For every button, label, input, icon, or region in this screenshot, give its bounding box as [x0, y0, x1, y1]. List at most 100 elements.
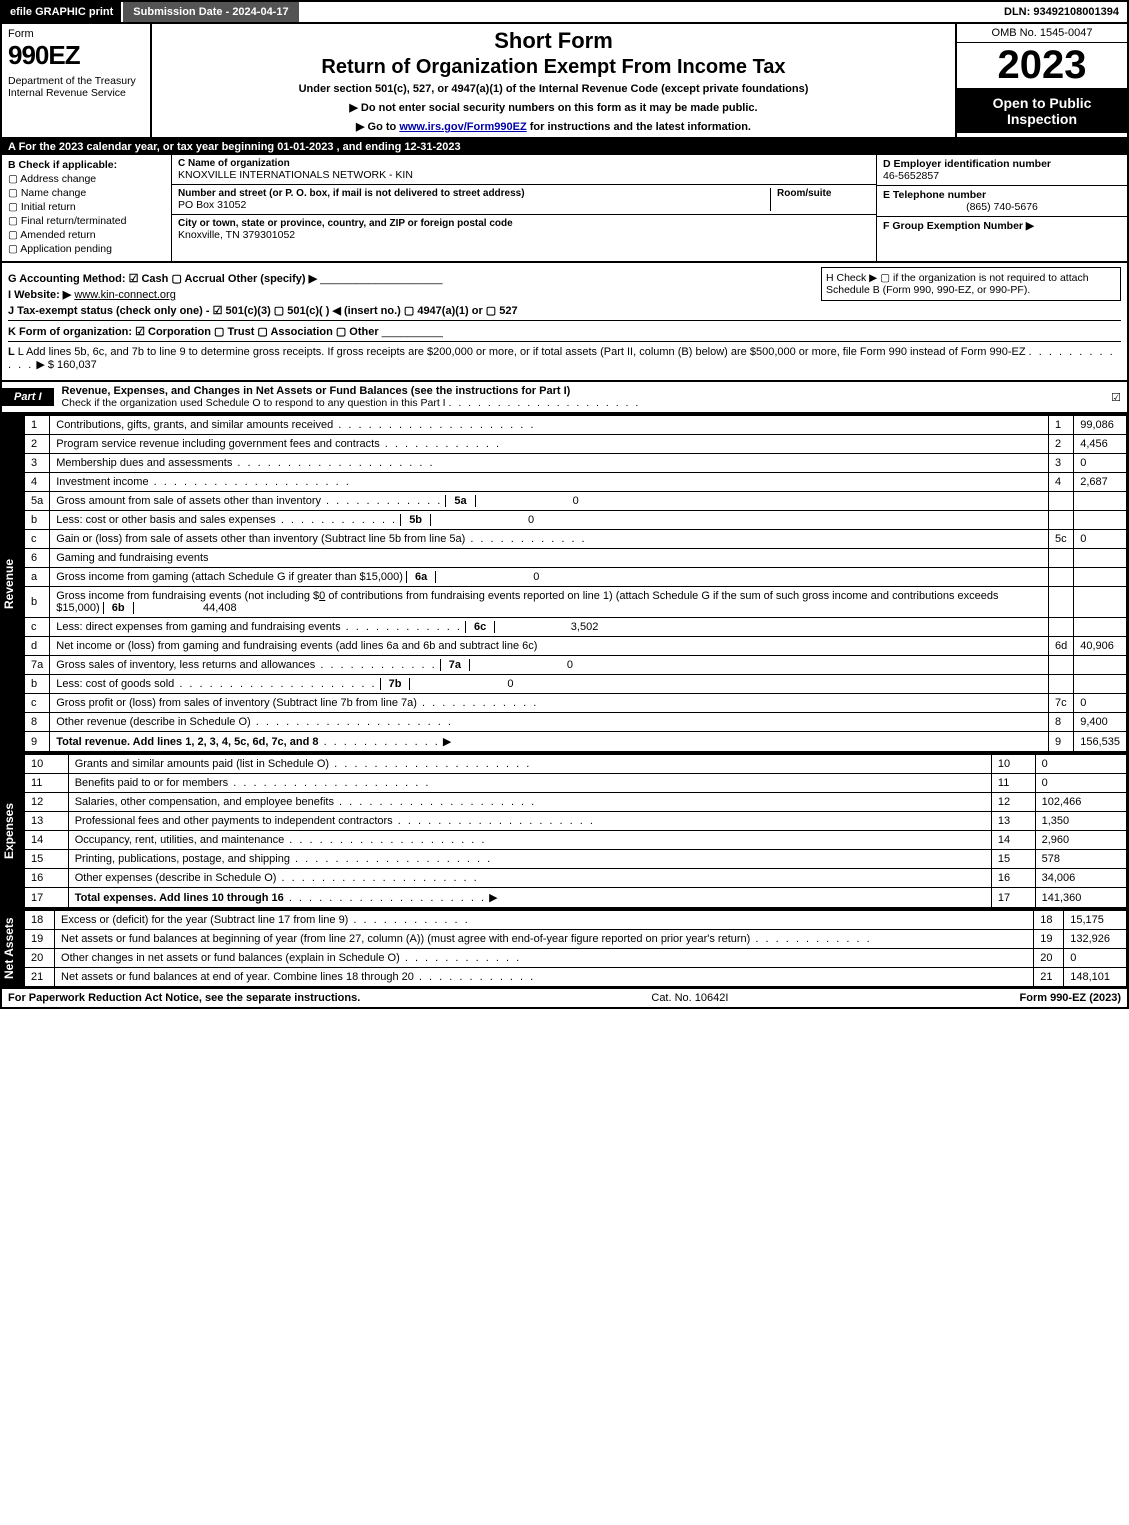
top-bar: efile GRAPHIC print Submission Date - 20… — [0, 0, 1129, 24]
street-label: Number and street (or P. O. box, if mail… — [178, 188, 770, 199]
expenses-table: 10Grants and similar amounts paid (list … — [24, 754, 1127, 908]
table-row: aGross income from gaming (attach Schedu… — [25, 568, 1127, 587]
efile-print-label[interactable]: efile GRAPHIC print — [2, 2, 121, 22]
gross-receipts-amount: ▶ $ 160,037 — [36, 359, 96, 371]
amt-15: 578 — [1035, 850, 1126, 869]
amt-5c: 0 — [1074, 530, 1127, 549]
amt-13: 1,350 — [1035, 812, 1126, 831]
short-form-title: Short Form — [160, 28, 947, 54]
table-row: 6Gaming and fundraising events — [25, 549, 1127, 568]
section-k: K Form of organization: ☑ Corporation ▢ … — [8, 320, 1121, 338]
chk-name-change[interactable]: Name change — [8, 187, 165, 199]
amt-2: 4,456 — [1074, 435, 1127, 454]
revenue-section: Revenue 1Contributions, gifts, grants, a… — [0, 414, 1129, 752]
revenue-table: 1Contributions, gifts, grants, and simil… — [24, 415, 1127, 752]
cat-no: Cat. No. 10642I — [651, 992, 728, 1004]
section-l: L L Add lines 5b, 6c, and 7b to line 9 t… — [8, 341, 1121, 371]
street-value: PO Box 31052 — [178, 199, 770, 211]
amt-3: 0 — [1074, 454, 1127, 473]
amt-9-total-revenue: 156,535 — [1074, 732, 1127, 752]
table-row: 15Printing, publications, postage, and s… — [25, 850, 1127, 869]
goto-post: for instructions and the latest informat… — [527, 121, 751, 133]
header-left: Form 990EZ Department of the Treasury In… — [2, 24, 152, 137]
net-assets-side-label: Net Assets — [2, 910, 24, 987]
chk-amended-return[interactable]: Amended return — [8, 229, 165, 241]
chk-initial-return[interactable]: Initial return — [8, 201, 165, 213]
table-row: cGross profit or (loss) from sales of in… — [25, 694, 1127, 713]
section-b-label: B Check if applicable: — [8, 159, 165, 171]
expenses-side-label: Expenses — [2, 754, 24, 908]
revenue-side-label: Revenue — [2, 415, 24, 752]
form-label: Form — [8, 28, 144, 40]
chk-final-return[interactable]: Final return/terminated — [8, 215, 165, 227]
phone-label: E Telephone number — [883, 189, 1121, 201]
table-row: 11Benefits paid to or for members110 — [25, 774, 1127, 793]
website-link[interactable]: www.kin-connect.org — [74, 289, 176, 301]
org-name: KNOXVILLE INTERNATIONALS NETWORK - KIN — [178, 169, 870, 181]
table-row: 8Other revenue (describe in Schedule O)8… — [25, 713, 1127, 732]
table-row: 21Net assets or fund balances at end of … — [25, 968, 1127, 987]
amt-1: 99,086 — [1074, 416, 1127, 435]
goto-pre: ▶ Go to — [356, 121, 399, 133]
ssn-warning: ▶ Do not enter social security numbers o… — [160, 101, 947, 114]
table-row: 14Occupancy, rent, utilities, and mainte… — [25, 831, 1127, 850]
submission-date: Submission Date - 2024-04-17 — [123, 2, 298, 22]
table-row: 12Salaries, other compensation, and empl… — [25, 793, 1127, 812]
part-i-checked: ☑ — [1111, 391, 1127, 404]
paperwork-notice: For Paperwork Reduction Act Notice, see … — [8, 992, 360, 1004]
table-row: 20Other changes in net assets or fund ba… — [25, 949, 1127, 968]
amt-20: 0 — [1064, 949, 1127, 968]
table-row: bLess: cost of goods sold 7b 0 — [25, 675, 1127, 694]
section-a-calendar-year: A For the 2023 calendar year, or tax yea… — [0, 139, 1129, 155]
section-h: H Check ▶ ▢ if the organization is not r… — [821, 267, 1121, 301]
part-i-title: Revenue, Expenses, and Changes in Net As… — [54, 382, 1112, 412]
amt-19: 132,926 — [1064, 930, 1127, 949]
table-row: dNet income or (loss) from gaming and fu… — [25, 637, 1127, 656]
table-row: 10Grants and similar amounts paid (list … — [25, 755, 1127, 774]
page-footer: For Paperwork Reduction Act Notice, see … — [0, 989, 1129, 1009]
room-label: Room/suite — [777, 188, 870, 199]
group-exemption-label: F Group Exemption Number ▶ — [883, 220, 1121, 232]
form-header: Form 990EZ Department of the Treasury In… — [0, 24, 1129, 139]
section-j: J Tax-exempt status (check only one) - ☑… — [8, 304, 1121, 317]
under-section-text: Under section 501(c), 527, or 4947(a)(1)… — [160, 83, 947, 95]
goto-instructions: ▶ Go to www.irs.gov/Form990EZ for instru… — [160, 120, 947, 133]
part-i-header: Part I Revenue, Expenses, and Changes in… — [0, 382, 1129, 414]
table-row: 1Contributions, gifts, grants, and simil… — [25, 416, 1127, 435]
table-row: 7aGross sales of inventory, less returns… — [25, 656, 1127, 675]
table-row: cGain or (loss) from sale of assets othe… — [25, 530, 1127, 549]
irs-link[interactable]: www.irs.gov/Form990EZ — [399, 121, 526, 133]
table-row: 5aGross amount from sale of assets other… — [25, 492, 1127, 511]
city-label: City or town, state or province, country… — [178, 218, 870, 229]
net-assets-section: Net Assets 18Excess or (deficit) for the… — [0, 908, 1129, 989]
dept-label: Department of the Treasury Internal Reve… — [8, 75, 144, 99]
section-def: D Employer identification number 46-5652… — [877, 155, 1127, 261]
table-row: 19Net assets or fund balances at beginni… — [25, 930, 1127, 949]
amt-8: 9,400 — [1074, 713, 1127, 732]
amt-11: 0 — [1035, 774, 1126, 793]
expenses-section: Expenses 10Grants and similar amounts pa… — [0, 752, 1129, 908]
amt-16: 34,006 — [1035, 869, 1126, 888]
meta-block: H Check ▶ ▢ if the organization is not r… — [0, 263, 1129, 382]
amt-4: 2,687 — [1074, 473, 1127, 492]
amt-17-total-expenses: 141,360 — [1035, 888, 1126, 908]
amt-7c: 0 — [1074, 694, 1127, 713]
tax-year: 2023 — [957, 43, 1127, 89]
form-number: 990EZ — [8, 40, 144, 71]
amt-21: 148,101 — [1064, 968, 1127, 987]
phone-value: (865) 740-5676 — [883, 201, 1121, 213]
section-c: C Name of organization KNOXVILLE INTERNA… — [172, 155, 877, 261]
amt-6d: 40,906 — [1074, 637, 1127, 656]
ein-label: D Employer identification number — [883, 158, 1121, 170]
net-assets-table: 18Excess or (deficit) for the year (Subt… — [24, 910, 1127, 987]
chk-application-pending[interactable]: Application pending — [8, 243, 165, 255]
chk-address-change[interactable]: Address change — [8, 173, 165, 185]
table-row: 16Other expenses (describe in Schedule O… — [25, 869, 1127, 888]
amt-18: 15,175 — [1064, 911, 1127, 930]
city-value: Knoxville, TN 379301052 — [178, 229, 870, 241]
omb-number: OMB No. 1545-0047 — [957, 24, 1127, 43]
table-row: 2Program service revenue including gover… — [25, 435, 1127, 454]
amt-12: 102,466 — [1035, 793, 1126, 812]
dln-number: DLN: 93492108001394 — [996, 2, 1127, 22]
table-row: 9Total revenue. Add lines 1, 2, 3, 4, 5c… — [25, 732, 1127, 752]
